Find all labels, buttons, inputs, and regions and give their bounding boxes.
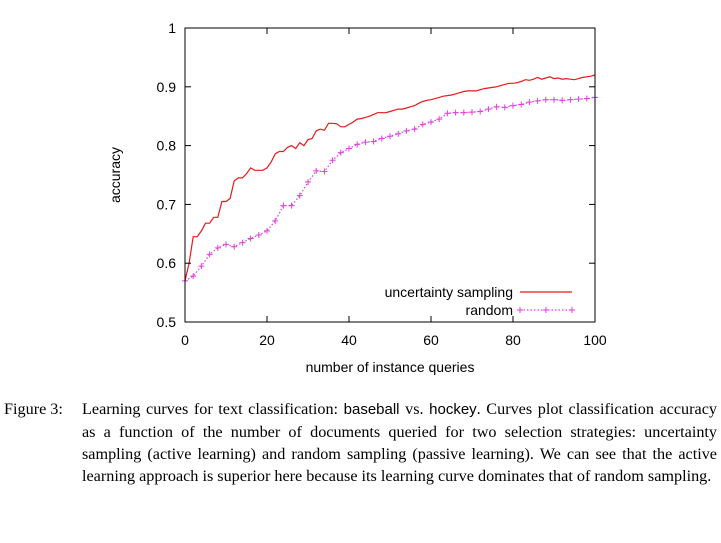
data-point-random [567, 96, 574, 103]
x-tick-label: 40 [341, 332, 357, 348]
data-point-random [411, 126, 418, 133]
data-point-random [485, 106, 492, 113]
data-point-random [362, 139, 369, 146]
data-point-random [526, 99, 533, 106]
data-point-random [264, 227, 270, 234]
legend-marker-random [569, 307, 575, 313]
data-point-random [428, 119, 434, 126]
data-point-random [452, 109, 459, 116]
legend: uncertainty sampling random [385, 284, 575, 318]
data-point-random [337, 149, 344, 156]
data-point-random [542, 96, 549, 103]
data-point-random [198, 263, 205, 270]
y-tick-label: 0.6 [157, 255, 177, 271]
data-point-random [583, 95, 590, 102]
caption-text-part-3: . Curves plot classification accuracy as… [82, 400, 717, 485]
data-point-random [239, 239, 246, 246]
legend-marker-random [543, 307, 549, 313]
data-point-random [354, 141, 361, 148]
series-layer [182, 74, 598, 284]
data-point-random [280, 202, 287, 209]
caption-text: Learning curves for text classification:… [82, 398, 717, 487]
plot-frame [184, 27, 596, 323]
x-tick-label: 0 [181, 332, 189, 348]
data-point-random [551, 96, 557, 103]
chart-canvas: 0 20 40 60 80 100 0.5 0.6 0.7 0.8 0.9 1 number of i… [107, 20, 607, 375]
caption-text-part-2: vs. [399, 400, 430, 418]
figure-caption: Figure 3: Learning curves for text class… [4, 398, 717, 487]
y-tick-label: 0.7 [157, 196, 177, 212]
x-tick-label: 20 [259, 332, 275, 348]
x-tick-label: 100 [583, 332, 607, 348]
data-point-random [477, 108, 484, 115]
data-point-random [395, 130, 402, 137]
data-point-random [403, 127, 410, 134]
caption-label: Figure 3: [4, 400, 63, 418]
data-point-random [378, 135, 385, 142]
data-point-random [501, 104, 508, 111]
legend-markers-random [517, 307, 575, 313]
legend-label-random: random [466, 302, 513, 318]
y-tick-label: 0.9 [157, 79, 177, 95]
caption-term-baseball: baseball [343, 401, 400, 418]
y-tick-label: 1 [168, 20, 176, 36]
data-point-random [444, 110, 451, 117]
data-point-random [214, 244, 221, 251]
data-point-random [493, 103, 500, 110]
data-point-random [460, 109, 467, 116]
data-point-random [534, 97, 541, 104]
tick-layer: 0 20 40 60 80 100 0.5 0.6 0.7 0.8 0.9 1 [157, 20, 607, 348]
data-point-random [305, 179, 311, 186]
learning-curve-chart: 0 20 40 60 80 100 0.5 0.6 0.7 0.8 0.9 1 number of i… [107, 20, 607, 375]
data-point-random [419, 121, 426, 128]
caption-term-hockey: hockey [429, 401, 477, 418]
data-point-random [559, 97, 566, 104]
x-tick-label: 80 [505, 332, 521, 348]
data-point-random [288, 202, 295, 209]
data-point-random [231, 243, 238, 250]
data-point-random [313, 167, 320, 174]
data-point-random [329, 157, 336, 164]
data-point-random [223, 241, 229, 248]
data-point-random [387, 133, 393, 140]
data-point-random [436, 116, 443, 123]
data-point-random [321, 168, 328, 175]
data-point-random [346, 145, 352, 152]
y-tick-label: 0.5 [157, 314, 177, 330]
data-point-random [518, 101, 525, 108]
data-point-random [370, 138, 377, 145]
series-line-uncertainty-sampling [184, 74, 596, 281]
y-tick-label: 0.8 [157, 138, 177, 154]
data-point-random [206, 251, 213, 258]
data-point-random [575, 96, 582, 103]
data-point-random [255, 231, 262, 238]
caption-text-part-1: Learning curves for text classification: [82, 400, 344, 418]
data-point-random [296, 192, 303, 199]
x-axis-label: number of instance queries [306, 359, 475, 375]
x-tick-label: 60 [423, 332, 439, 348]
data-point-random [510, 102, 516, 109]
legend-label-uncertainty-sampling: uncertainty sampling [385, 284, 513, 300]
series-line-random [184, 96, 596, 282]
legend-marker-random [517, 307, 523, 313]
data-point-random [469, 109, 475, 116]
data-point-random [272, 217, 279, 224]
data-point-random [247, 235, 254, 242]
y-axis-label: accuracy [107, 147, 123, 203]
data-point-random [190, 273, 197, 280]
